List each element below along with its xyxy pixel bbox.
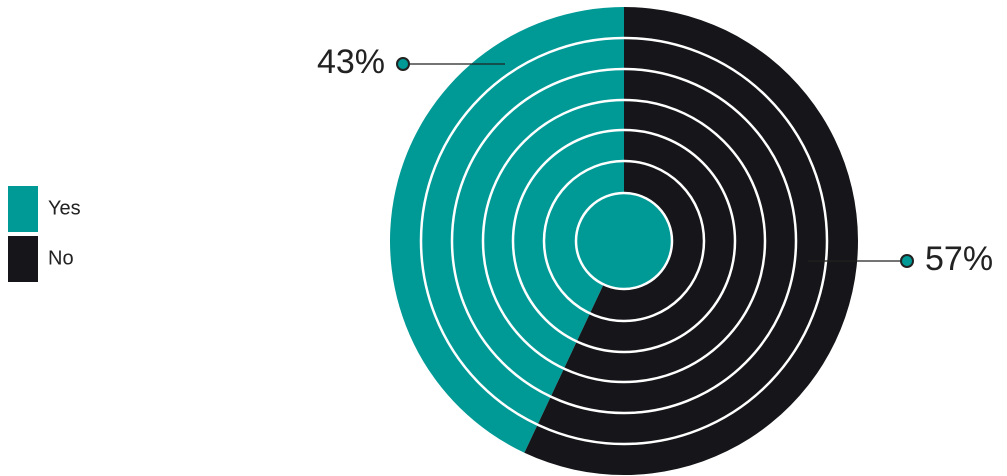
ring xyxy=(511,128,737,354)
center-disc xyxy=(574,191,674,291)
ring xyxy=(481,98,767,384)
ring xyxy=(450,67,798,415)
ring xyxy=(542,159,706,323)
legend-text: No xyxy=(48,247,74,269)
value-label: 57% xyxy=(925,240,993,278)
ring xyxy=(419,36,829,446)
pie-slice xyxy=(524,7,859,475)
leader-dot xyxy=(396,57,410,71)
legend-swatch xyxy=(8,186,38,232)
leader-dot xyxy=(900,254,914,268)
legend-swatch xyxy=(8,236,38,282)
legend-text: Yes xyxy=(48,197,81,219)
value-label: 43% xyxy=(317,43,385,81)
